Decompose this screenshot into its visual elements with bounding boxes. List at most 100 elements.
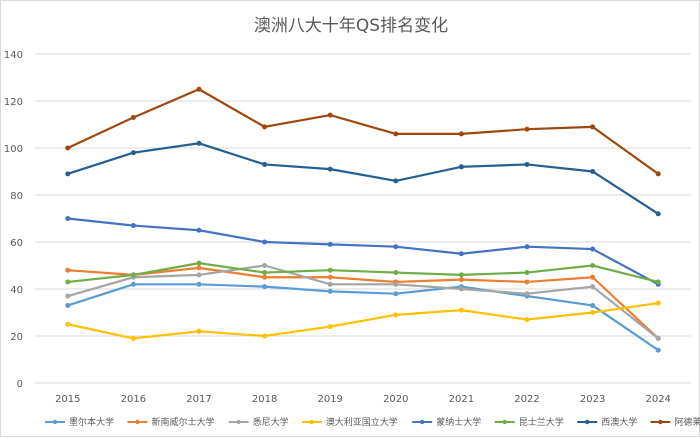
data-point [590,274,596,280]
x-tick-label: 2016 [121,394,146,405]
data-point [65,293,71,299]
data-point [327,281,333,287]
data-point [393,312,399,318]
legend-label: 新南威尔士大学 [152,416,215,428]
data-point [590,302,596,308]
series-line [67,217,659,286]
data-point [458,286,464,292]
data-point [655,171,661,177]
data-point [327,241,333,247]
legend-label: 墨尔本大学 [69,416,114,428]
legend-label: 蒙纳士大学 [436,416,481,428]
data-point [130,150,136,156]
data-point [655,335,661,341]
legend-marker [52,419,58,425]
legend-marker [135,419,140,425]
legend-marker [502,419,507,425]
y-tick-label: 80 [10,191,23,202]
x-tick-label: 2021 [449,394,474,405]
x-tick-label: 2018 [252,394,277,405]
legend-marker [420,419,425,425]
data-point [196,140,202,146]
series-line [67,266,659,340]
data-point [262,124,268,130]
data-point [262,263,268,268]
data-point [65,145,71,151]
data-point [327,112,333,118]
data-point [65,302,71,308]
data-point [590,263,596,268]
legend-marker [658,419,663,425]
data-point [196,260,202,266]
y-tick-label: 40 [10,285,23,296]
data-point [262,274,268,280]
y-tick-label: 60 [10,238,23,249]
data-point [458,164,464,170]
legend-label: 澳大利亚国立大学 [326,416,398,428]
legend-label: 悉尼大学 [253,416,289,428]
data-point [590,169,596,174]
y-tick-label: 20 [10,332,23,343]
legend-label: 阿德莱德大学 [674,416,700,428]
y-tick-label: 0 [17,379,23,390]
data-point [262,239,268,245]
data-point [590,124,596,130]
data-point [327,324,333,330]
data-point [196,272,202,278]
series-line [67,262,659,284]
legend-label: 西澳大学 [601,416,637,428]
data-point [262,333,268,339]
data-point [130,272,136,278]
x-tick-label: 2020 [383,394,408,405]
data-point [130,335,136,341]
data-point [130,223,136,229]
data-point [524,244,530,250]
data-point [65,267,71,273]
data-point [262,284,268,290]
data-point [458,307,464,313]
series-line [67,142,659,215]
data-point [393,281,399,287]
data-point [524,279,530,285]
data-point [196,86,202,92]
data-point [393,291,399,297]
data-point [393,270,399,276]
x-tick-label: 2023 [580,394,605,405]
data-point [196,281,202,287]
data-point [655,211,661,217]
y-tick-label: 100 [4,144,23,155]
data-point [524,161,530,167]
data-point [196,328,202,334]
legend-marker [309,419,314,425]
data-point [393,178,399,184]
data-point [196,265,202,271]
data-point [655,300,661,306]
legend-marker [236,419,241,425]
series-line [67,88,659,175]
data-point [196,227,202,233]
series-line [67,283,659,352]
data-point [393,244,399,250]
data-point [130,281,136,287]
data-point [590,284,596,290]
x-tick-label: 2017 [186,394,211,405]
y-tick-label: 140 [4,50,23,61]
chart-title: 澳洲八大十年QS排名变化 [254,16,448,36]
data-point [262,161,268,167]
series-line [67,264,659,340]
x-tick-label: 2022 [514,394,539,405]
data-point [130,114,136,120]
legend-marker [585,419,590,425]
y-tick-label: 120 [4,97,23,108]
data-point [590,310,596,315]
data-point [524,291,530,297]
data-point [327,166,333,172]
data-point [458,131,464,137]
data-point [65,321,71,327]
data-point [458,277,464,283]
x-tick-label: 2015 [55,394,80,405]
legend-label: 昆士兰大学 [519,416,564,428]
data-point [65,279,71,285]
